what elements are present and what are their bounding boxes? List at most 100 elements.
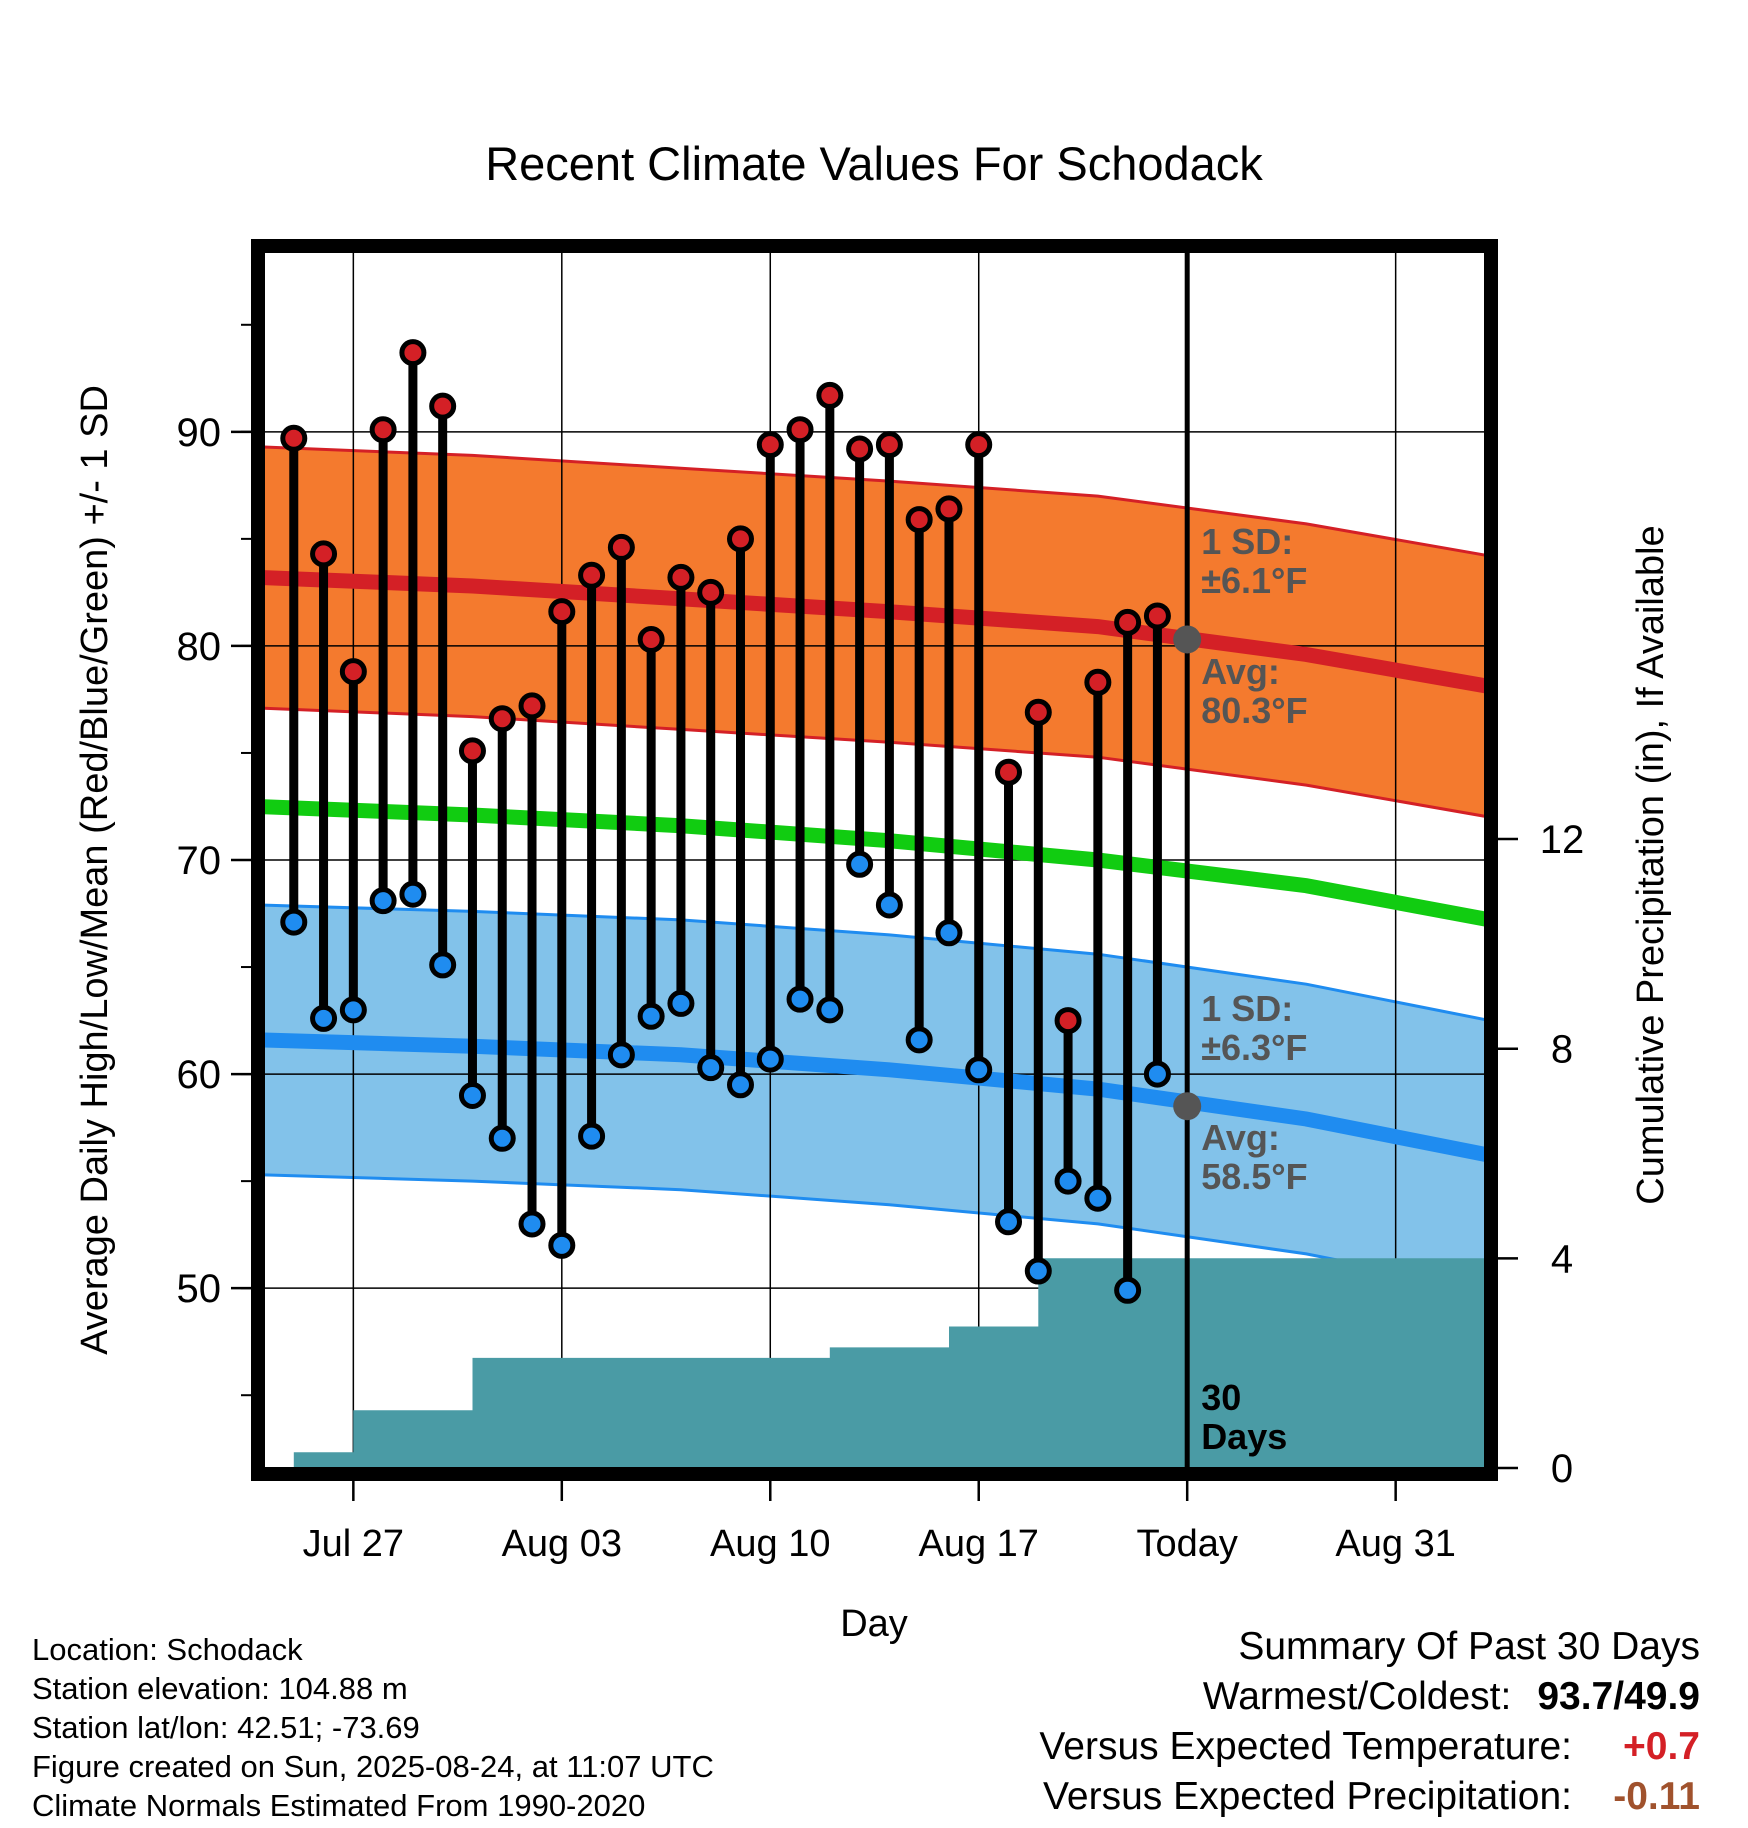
y2-axis-label: Cumulative Precipitation (in), If Availa…	[1630, 525, 1672, 1204]
high-sd-annotation-line: 1 SD:	[1201, 521, 1293, 562]
low-avg-annotation: Avg: 58.5°F	[1201, 1117, 1307, 1197]
high-temp-point	[995, 758, 1023, 786]
high-temp-point	[458, 737, 486, 765]
y2-tick-label: 12	[1540, 818, 1585, 862]
low-temp-point	[429, 951, 457, 979]
high-temp-point	[965, 431, 993, 459]
low-temp-point	[548, 1231, 576, 1259]
high-temp-point	[1024, 698, 1052, 726]
high-temp-point	[399, 339, 427, 367]
temp-diff-row: Versus Expected Temperature: +0.7	[1039, 1722, 1700, 1772]
low-temp-point	[518, 1210, 546, 1238]
high-sd-annotation-line: ±6.1°F	[1201, 560, 1307, 601]
low-temp-point	[369, 887, 397, 915]
low-temp-point	[816, 996, 844, 1024]
precip-diff-value: -0.11	[1613, 1775, 1700, 1818]
created-text: Figure created on Sun, 2025-08-24, at 11…	[32, 1749, 714, 1784]
y-tick-label: 90	[177, 411, 222, 455]
high-temp-point	[280, 424, 308, 452]
high-temp-point	[369, 416, 397, 444]
low-temp-point	[935, 919, 963, 947]
y2-tick-label: 8	[1551, 1028, 1573, 1072]
plot-frame	[251, 239, 1498, 1481]
high-temp-point	[1084, 668, 1112, 696]
high-temp-point	[875, 431, 903, 459]
y2-tick-label: 0	[1551, 1447, 1573, 1491]
high-temp-point	[846, 435, 874, 463]
low-temp-point	[905, 1026, 933, 1054]
station-info: Location: Schodack Station elevation: 10…	[32, 1630, 714, 1825]
low-temp-point	[607, 1041, 635, 1069]
low-temp-point	[1084, 1184, 1112, 1212]
low-sd-lower-line	[264, 1173, 1485, 1291]
low-temp-point	[756, 1045, 784, 1073]
high-temp-point	[1054, 1007, 1082, 1035]
y2-tick-label: 4	[1551, 1237, 1573, 1281]
high-temp-point	[756, 431, 784, 459]
location-text: Location: Schodack	[32, 1632, 303, 1667]
normals-text: Climate Normals Estimated From 1990-2020	[32, 1788, 646, 1823]
low-temp-point	[458, 1081, 486, 1109]
low-temp-point	[995, 1208, 1023, 1236]
high-temp-point	[548, 598, 576, 626]
precip-diff-row: Versus Expected Precipitation: -0.11	[1039, 1772, 1700, 1822]
high-sd-annotation: 1 SD: ±6.1°F	[1201, 521, 1307, 601]
temp-diff-label: Versus Expected Temperature:	[1039, 1725, 1572, 1768]
high-temp-point	[607, 533, 635, 561]
y-tick-label: 70	[177, 839, 222, 883]
low-temp-point	[578, 1122, 606, 1150]
low-temp-point	[488, 1124, 516, 1152]
x-tick-label: Aug 10	[710, 1523, 830, 1565]
low-temp-point	[846, 850, 874, 878]
high-temp-point	[816, 381, 844, 409]
high-temp-point	[935, 495, 963, 523]
low-sd-annotation: 1 SD: ±6.3°F	[1201, 988, 1307, 1068]
x-tick-label: Jul 27	[303, 1523, 404, 1565]
high-temp-point	[518, 692, 546, 720]
x-tick-label: Aug 03	[502, 1523, 622, 1565]
low-temp-point	[875, 891, 903, 919]
high-temp-point	[1143, 602, 1171, 630]
precip-diff-label: Versus Expected Precipitation:	[1043, 1775, 1572, 1818]
low-temp-point	[399, 880, 427, 908]
low-avg-annotation-line: Avg:	[1201, 1117, 1280, 1158]
warm-cold-separator: /	[1613, 1675, 1625, 1718]
chart-title: Recent Climate Values For Schodack	[485, 137, 1263, 190]
high-avg-annotation-line: Avg:	[1201, 651, 1280, 692]
x-tick-label: Aug 17	[919, 1523, 1039, 1565]
low-avg-annotation-line: 58.5°F	[1201, 1156, 1307, 1197]
high-sd-band	[264, 447, 1485, 817]
temp-diff-value: +0.7	[1623, 1725, 1700, 1768]
low-temp-point	[1143, 1060, 1171, 1088]
high-temp-point	[310, 540, 338, 568]
low-temp-point	[697, 1054, 725, 1082]
low-temp-point	[280, 908, 308, 936]
coldest-value: 49.9	[1624, 1675, 1700, 1718]
high-temp-point	[339, 658, 367, 686]
high-temp-point	[667, 563, 695, 591]
low-temp-point	[726, 1071, 754, 1099]
low-temp-point	[1024, 1257, 1052, 1285]
y-tick-label: 50	[177, 1267, 222, 1311]
low-temp-point	[965, 1056, 993, 1084]
today-high-normal-marker	[1173, 625, 1202, 654]
y-axis-label: Average Daily High/Low/Mean (Red/Blue/Gr…	[74, 385, 116, 1355]
low-temp-point	[786, 985, 814, 1013]
today-low-normal-marker	[1173, 1092, 1202, 1121]
x-axis-label: Day	[840, 1603, 908, 1645]
low-sd-annotation-line: ±6.3°F	[1201, 1027, 1307, 1068]
high-temp-point	[697, 578, 725, 606]
high-temp-point	[786, 416, 814, 444]
x-tick-label: Aug 31	[1335, 1523, 1455, 1565]
warm-cold-label: Warmest/Coldest:	[1202, 1675, 1512, 1718]
warmest-value: 93.7	[1537, 1675, 1614, 1718]
low-temp-point	[310, 1004, 338, 1032]
high-avg-annotation: Avg: 80.3°F	[1201, 651, 1307, 731]
low-temp-point	[1114, 1276, 1142, 1304]
warm-cold-row: Warmest/Coldest: 93.7/49.9	[1039, 1672, 1700, 1722]
low-sd-band	[264, 905, 1485, 1290]
window-annotation-line: 30	[1201, 1377, 1241, 1418]
low-temp-point	[339, 996, 367, 1024]
precip-area	[264, 1258, 1485, 1468]
